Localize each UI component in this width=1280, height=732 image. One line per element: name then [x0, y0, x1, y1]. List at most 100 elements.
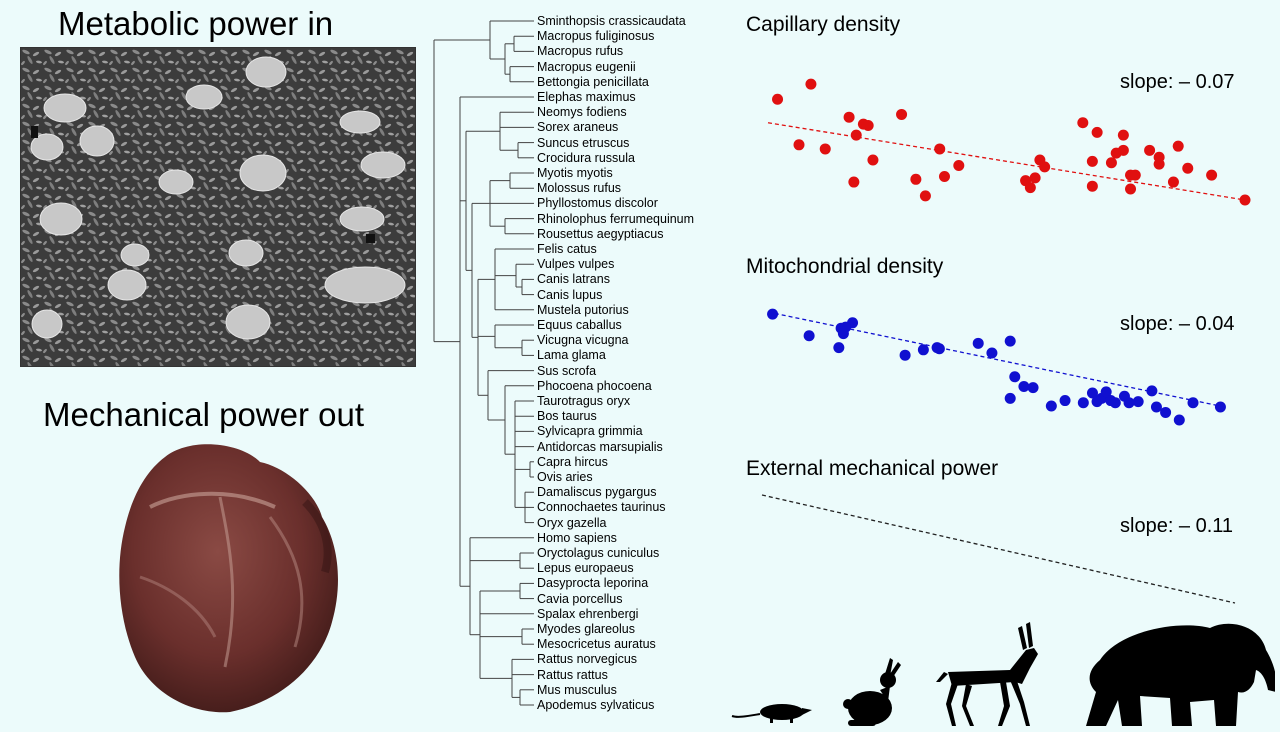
data-point — [986, 347, 998, 359]
data-point — [1150, 401, 1162, 413]
species-label: Elephas maximus — [537, 90, 636, 104]
species-label: Phocoena phocoena — [537, 378, 652, 393]
species-label: Myotis myotis — [537, 166, 613, 180]
data-point — [772, 93, 784, 105]
data-point — [934, 143, 946, 155]
data-point — [1100, 386, 1112, 398]
data-point — [933, 343, 945, 355]
data-point — [850, 129, 862, 141]
data-point — [1182, 162, 1194, 174]
species-label: Neomys fodiens — [537, 105, 627, 120]
species-label: Ovis aries — [537, 470, 593, 484]
species-label: Sus scrofa — [537, 363, 597, 378]
species-label: Phyllostomus discolor — [537, 196, 658, 211]
species-label: Taurotragus oryx — [537, 394, 631, 408]
species-label: Cavia porcellus — [537, 591, 623, 606]
data-point — [1123, 397, 1135, 409]
data-point — [843, 111, 855, 123]
data-point — [1239, 194, 1251, 206]
mitochondrial-density-title: Mitochondrial density — [746, 255, 944, 278]
data-point — [1117, 144, 1129, 156]
data-point — [1187, 397, 1199, 409]
data-point — [767, 308, 779, 320]
data-point — [848, 176, 860, 188]
data-point — [1018, 381, 1030, 393]
data-point — [1077, 117, 1089, 129]
species-label: Oryctolagus cuniculus — [537, 546, 660, 560]
species-label: Apodemus sylvaticus — [537, 698, 655, 712]
data-point — [867, 154, 879, 166]
species-label: Rousettus aegyptiacus — [537, 226, 664, 241]
data-point — [1153, 151, 1165, 163]
species-label: Macropus fuliginosus — [537, 29, 655, 44]
species-label: Mesocricetus auratus — [537, 637, 656, 652]
data-point — [862, 119, 874, 131]
data-point — [1144, 144, 1156, 156]
mitochondrial-slope-label: slope: – 0.04 — [1120, 313, 1235, 335]
species-label: Bettongia penicillata — [537, 74, 649, 89]
species-label: Macropus rufus — [537, 44, 624, 59]
fit-line — [767, 122, 1246, 201]
animal-silhouettes — [731, 622, 1275, 726]
species-label: Bos taurus — [537, 409, 597, 424]
data-point — [972, 337, 984, 349]
data-point — [803, 330, 815, 342]
species-label: Spalax ehrenbergi — [537, 606, 639, 621]
data-point — [833, 342, 845, 354]
data-point — [1160, 406, 1172, 418]
heart-image — [110, 437, 350, 722]
species-label: Felis catus — [537, 242, 597, 256]
data-point — [1091, 126, 1103, 138]
data-point — [899, 349, 911, 361]
data-point — [793, 139, 805, 151]
data-point — [919, 190, 931, 202]
data-point — [1004, 335, 1016, 347]
species-label: Homo sapiens — [537, 530, 617, 545]
capillary-slope-label: slope: – 0.07 — [1120, 71, 1235, 93]
data-point — [1027, 382, 1039, 394]
data-point — [1086, 155, 1098, 167]
species-label: Sylvicapra grimmia — [537, 424, 643, 439]
species-label: Rattus norvegicus — [537, 652, 638, 667]
species-label: Sminthopsis crassicaudata — [537, 14, 686, 28]
species-label: Vicugna vicugna — [537, 333, 629, 348]
data-point — [1077, 397, 1089, 409]
data-point — [1214, 401, 1226, 413]
micrograph-image — [20, 47, 416, 367]
data-point — [1105, 157, 1117, 169]
shrew-icon — [731, 704, 812, 723]
rabbit-icon — [843, 658, 901, 726]
species-label: Mus musculus — [537, 682, 617, 697]
species-label: Lepus europaeus — [537, 561, 634, 576]
mechanical-power-title-right: External mechanical power — [746, 457, 999, 480]
data-point — [1024, 182, 1036, 194]
data-point — [819, 143, 831, 155]
species-label: Mustela putorius — [537, 302, 629, 317]
data-point — [938, 171, 950, 183]
data-point — [1086, 180, 1098, 192]
species-label: Molossus rufus — [537, 181, 622, 196]
species-label: Antidorcas marsupialis — [537, 439, 663, 454]
data-point — [1206, 169, 1218, 181]
metabolic-power-title: Metabolic power in — [58, 5, 334, 42]
species-label: Myodes glareolus — [537, 622, 635, 636]
data-point — [1086, 387, 1098, 399]
mechanical-power-title: Mechanical power out — [43, 396, 365, 433]
species-label: Dasyprocta leporina — [537, 576, 649, 591]
data-point — [953, 160, 965, 171]
species-label: Rattus rattus — [537, 667, 608, 682]
species-label: Oryx gazella — [537, 515, 607, 530]
data-point — [1045, 400, 1057, 412]
data-point — [917, 344, 929, 356]
species-label: Lama glama — [537, 348, 606, 363]
species-label: Equus caballus — [537, 318, 622, 332]
data-point — [896, 108, 908, 120]
species-label: Crocidura russula — [537, 150, 635, 165]
data-point — [1029, 172, 1041, 184]
species-label: Macropus eugenii — [537, 59, 636, 74]
data-point — [1146, 385, 1158, 397]
data-point — [1172, 140, 1184, 152]
data-point — [1109, 397, 1121, 409]
data-point — [840, 321, 852, 333]
